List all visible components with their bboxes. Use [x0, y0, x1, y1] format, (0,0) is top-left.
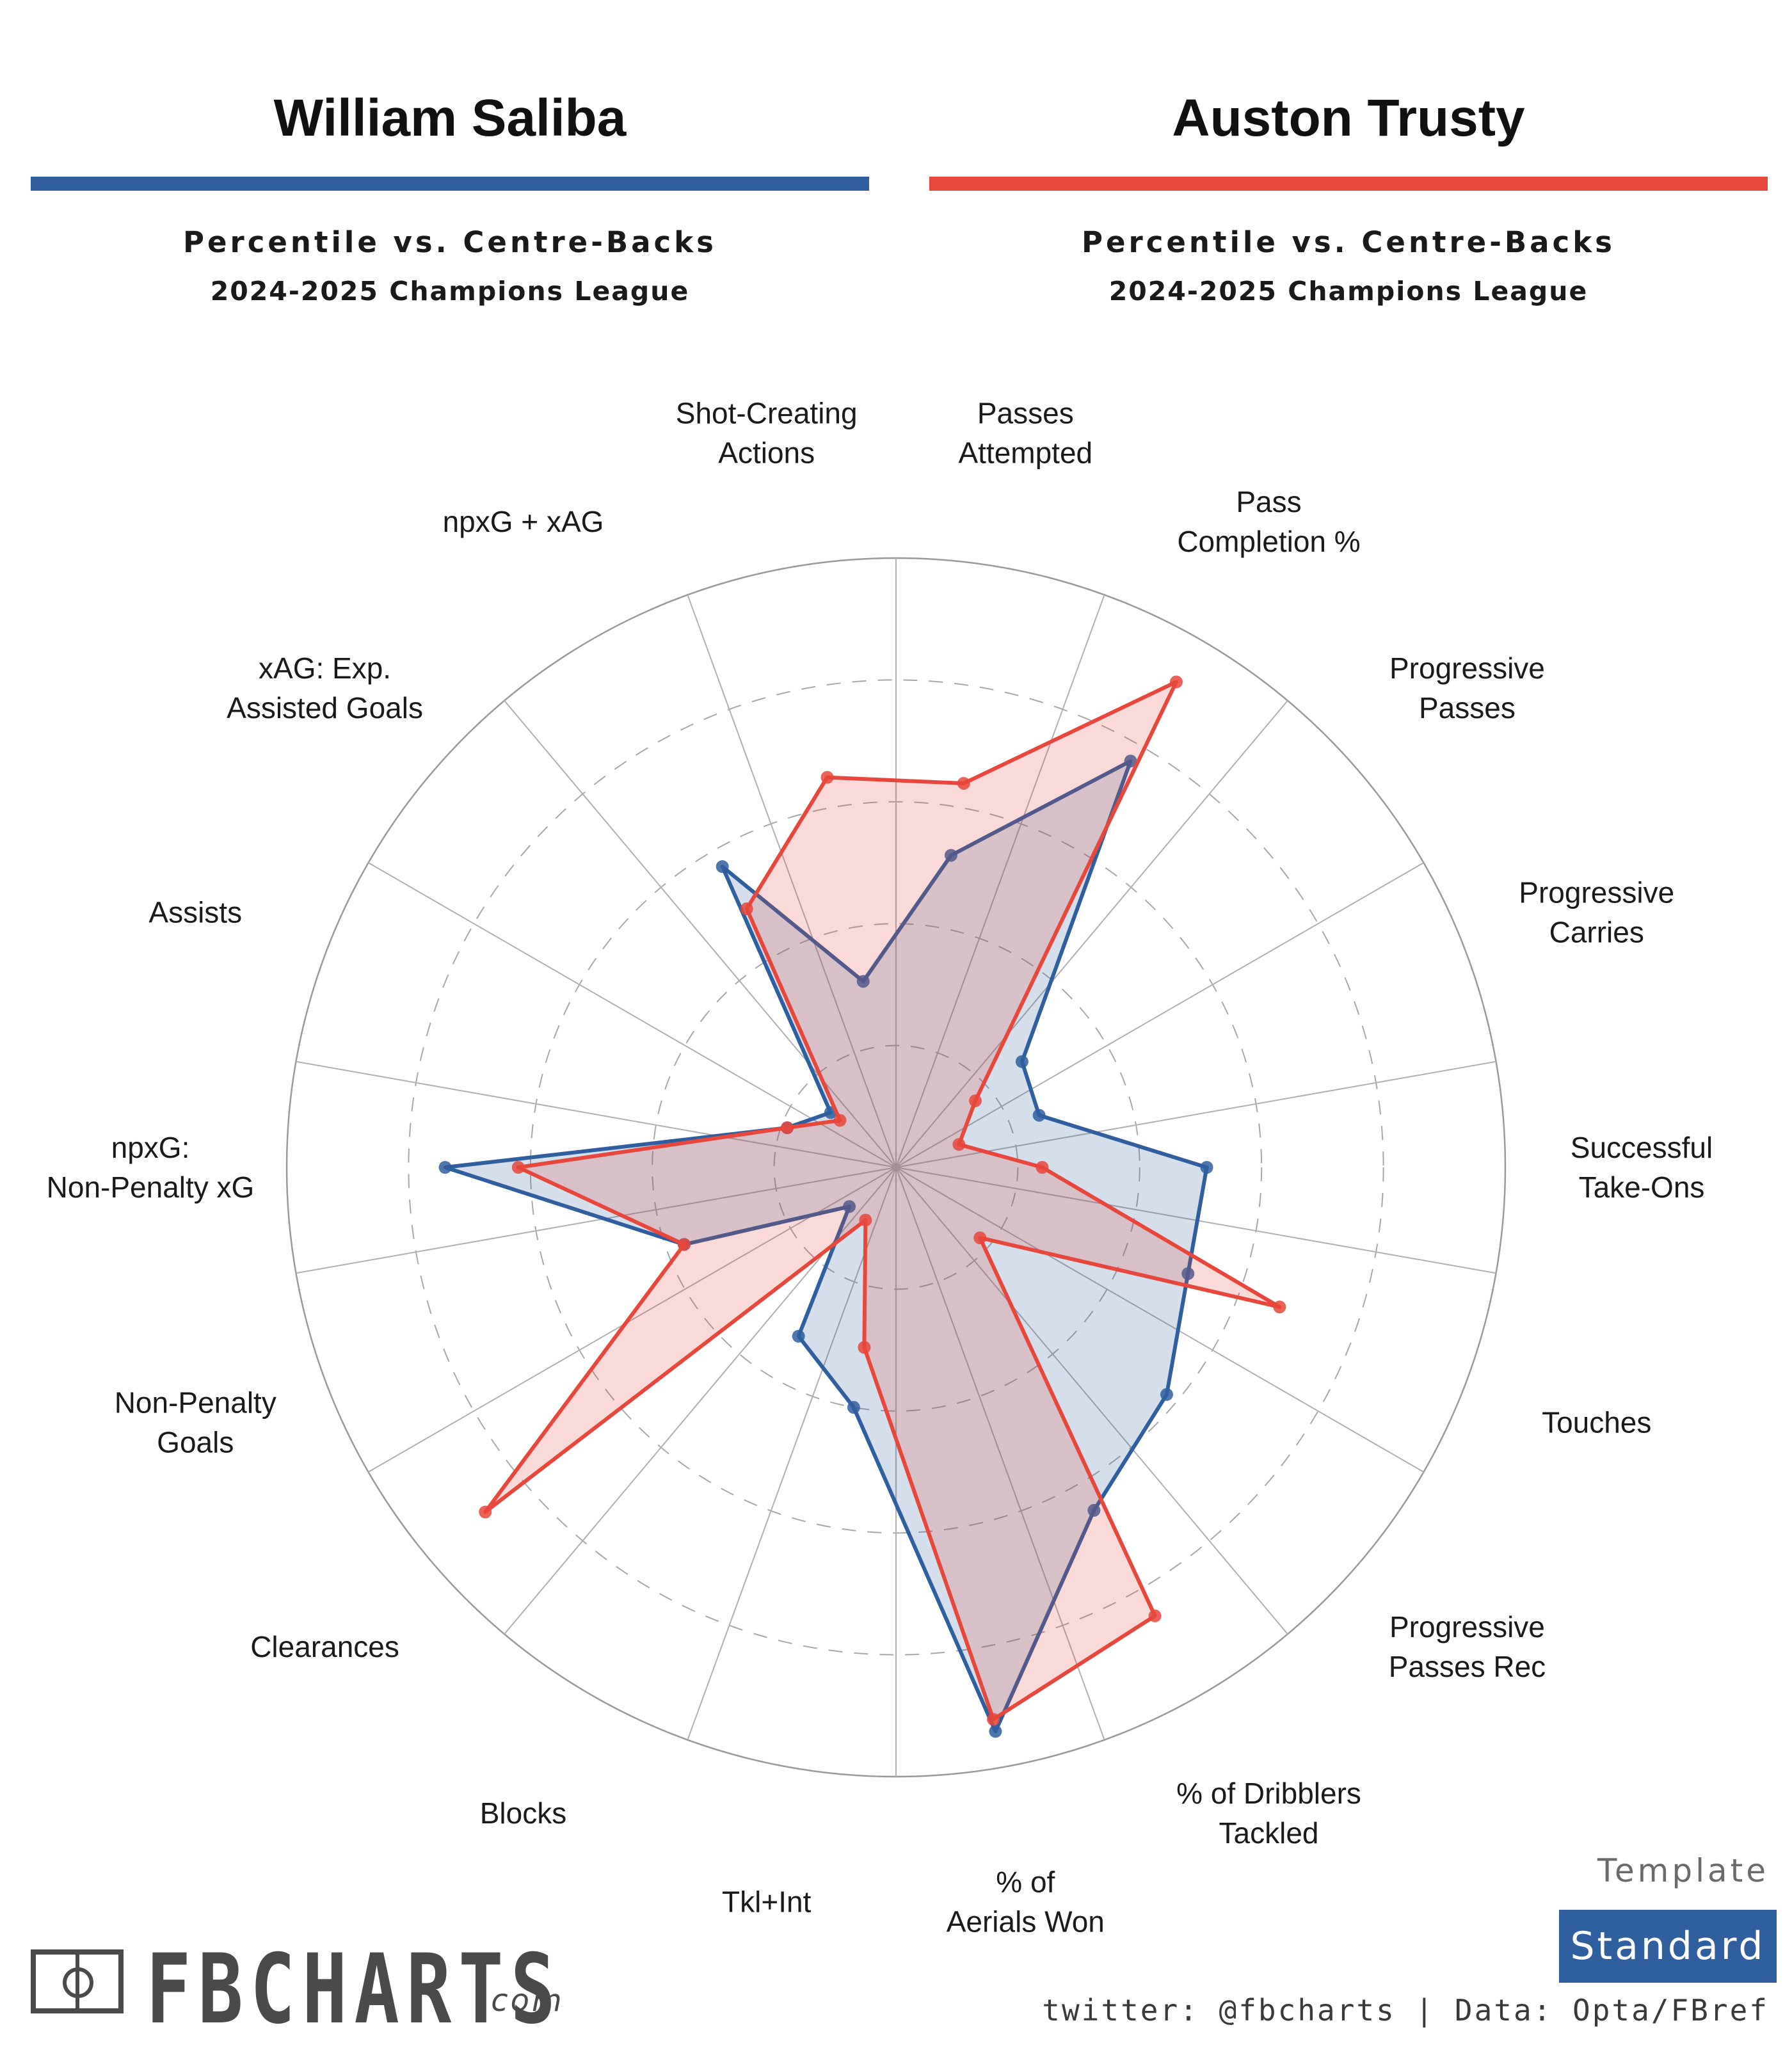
axis-label: % of Dribblers Tackled — [1176, 1777, 1361, 1850]
axis-label: Successful Take-Ons — [1571, 1131, 1713, 1204]
data-point — [847, 1401, 860, 1414]
data-point — [678, 1238, 691, 1251]
data-point — [820, 771, 834, 784]
player-subtitle-right: Percentile vs. Centre-Backs — [1082, 225, 1615, 259]
radar-axis-labels: Passes Attempted Pass Completion % Progressi… — [47, 397, 1713, 1939]
axis-label: Clearances — [250, 1630, 399, 1663]
grid-spoke — [687, 1167, 897, 1740]
data-point — [781, 1121, 794, 1135]
logo-domain: .com — [479, 1983, 564, 2019]
data-point — [511, 1161, 525, 1174]
grid-ring — [652, 923, 1140, 1412]
axis-label: Blocks — [480, 1796, 566, 1830]
player-color-bar-left — [31, 177, 869, 191]
data-point — [479, 1505, 492, 1519]
axis-label: Shot-Creating Actions — [676, 397, 858, 470]
data-point — [1124, 755, 1137, 768]
data-point — [952, 1138, 966, 1151]
player-color-bar-right — [929, 177, 1768, 191]
player-name-right: Auston Trusty — [1172, 89, 1525, 147]
data-point — [740, 902, 753, 916]
player-competition-right: 2024-2025 Champions League — [1108, 276, 1588, 307]
grid-spoke — [296, 1060, 897, 1168]
axis-label: Passes Attempted — [958, 397, 1092, 470]
player-header-left: William Saliba Percentile vs. Centre-Bac… — [31, 0, 869, 307]
grid-spoke — [296, 1167, 897, 1274]
grid-spoke — [895, 1167, 1424, 1473]
grid-spoke — [504, 700, 897, 1168]
data-point — [856, 975, 870, 988]
data-credits: twitter: @fbcharts | Data: Opta/FBref — [1042, 1993, 1769, 2028]
data-point — [1200, 1161, 1213, 1174]
grid-spoke — [895, 862, 1424, 1168]
data-point — [859, 1213, 872, 1227]
data-point — [1169, 675, 1183, 689]
data-point — [833, 1114, 847, 1127]
template-badge: Standard — [1559, 1910, 1777, 1983]
grid-spoke — [895, 1167, 1105, 1740]
grid-spoke — [895, 1167, 1288, 1635]
data-point — [987, 1713, 1000, 1726]
data-point — [792, 1329, 805, 1343]
grid-spoke — [895, 700, 1288, 1168]
radar-series — [438, 675, 1286, 1738]
axis-label: Tkl+Int — [722, 1885, 812, 1918]
player-name-left: William Saliba — [273, 89, 627, 147]
data-point — [1015, 1055, 1028, 1068]
axis-label: Assists — [148, 896, 242, 929]
axis-label: % of Aerials Won — [947, 1865, 1105, 1938]
player-competition-left: 2024-2025 Champions League — [210, 276, 690, 307]
data-point — [944, 849, 957, 862]
data-point — [438, 1161, 452, 1174]
data-point — [1273, 1300, 1286, 1314]
grid-ring — [408, 679, 1384, 1656]
data-point — [1087, 1503, 1101, 1517]
data-point — [968, 1094, 982, 1107]
data-point — [973, 1231, 987, 1245]
axis-label: npxG + xAG — [443, 505, 604, 538]
axis-label: npxG: Non-Penalty xG — [47, 1131, 255, 1204]
axis-label: Non-Penalty Goals — [115, 1386, 276, 1459]
data-point — [843, 1200, 856, 1213]
grid-spoke — [368, 1167, 897, 1473]
data-point — [957, 776, 970, 790]
player-subtitle-left: Percentile vs. Centre-Backs — [183, 225, 717, 259]
grid-spoke — [895, 1060, 1496, 1168]
axis-label: Progressive Carries — [1519, 876, 1674, 949]
axis-label: Pass Completion % — [1177, 485, 1360, 558]
data-point — [1160, 1388, 1173, 1401]
pitch-icon — [31, 1949, 124, 2013]
data-point — [858, 1341, 871, 1354]
data-point — [1148, 1609, 1162, 1622]
data-point — [1032, 1108, 1046, 1122]
data-point — [1181, 1267, 1195, 1281]
grid-spoke — [368, 862, 897, 1168]
axis-label: Progressive Passes — [1389, 652, 1545, 724]
data-point — [989, 1725, 1002, 1738]
template-label: Template — [1597, 1852, 1769, 1889]
logo-text: FBCHARTS — [146, 1934, 563, 2045]
data-point — [1036, 1161, 1049, 1174]
radar-grid — [285, 557, 1507, 1778]
data-point — [716, 860, 729, 874]
grid-spoke — [895, 595, 1105, 1168]
player-header-right: Auston Trusty Percentile vs. Centre-Back… — [929, 0, 1768, 307]
axis-label: Touches — [1542, 1405, 1651, 1439]
axis-label: xAG: Exp. Assisted Goals — [227, 652, 423, 724]
axis-label: Progressive Passes Rec — [1389, 1610, 1546, 1683]
grid-spoke — [687, 595, 897, 1168]
